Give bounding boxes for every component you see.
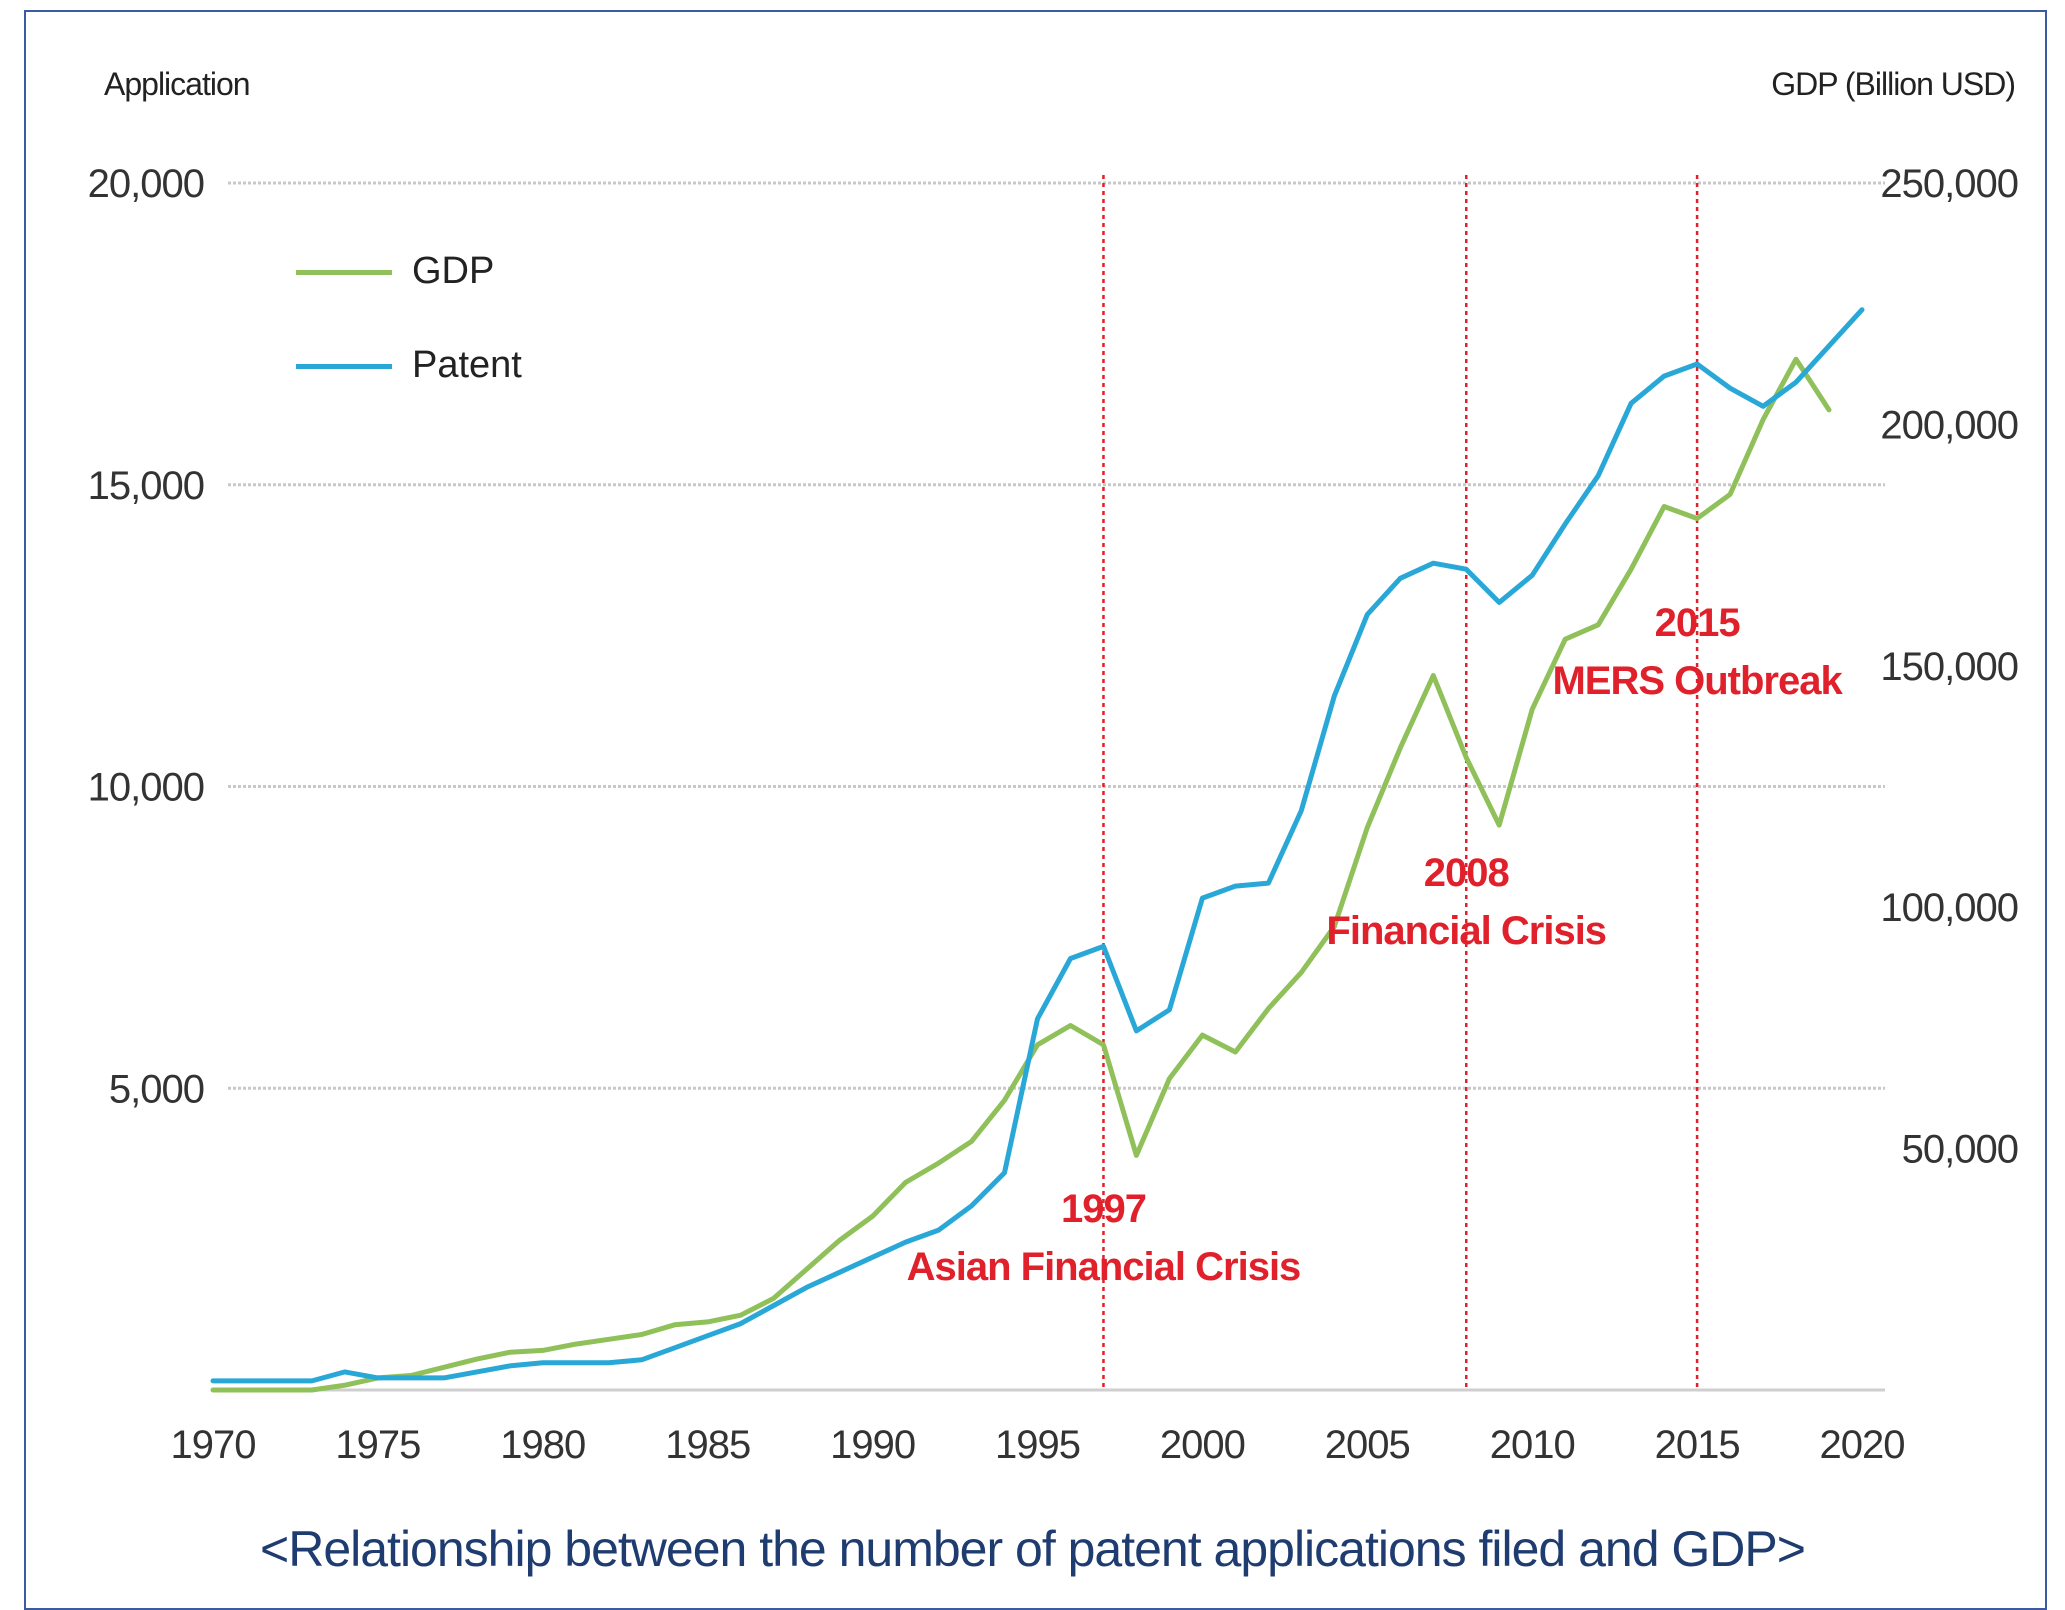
x-tick-label: 2020 (1820, 1423, 1905, 1467)
legend-label-patent: Patent (412, 344, 522, 386)
y-right-tick-label: 200,000 (1880, 403, 2018, 447)
crisis-label-2008: Financial Crisis (1326, 909, 1606, 953)
x-tick-label: 1970 (171, 1423, 256, 1467)
legend-swatch-gdp (296, 270, 392, 275)
y-left-tick-label: 15,000 (88, 464, 204, 508)
y-right-axis-title: GDP (Billion USD) (1771, 66, 2016, 102)
x-tick-label: 2015 (1655, 1423, 1740, 1467)
legend-label-gdp: GDP (412, 250, 495, 292)
x-tick-label: 2000 (1160, 1423, 1245, 1467)
crisis-year-1997: 1997 (1061, 1187, 1146, 1231)
y-left-tick-label: 20,000 (88, 162, 204, 206)
crisis-year-2008: 2008 (1424, 851, 1510, 895)
chart-caption: <Relationship between the number of pate… (260, 1521, 1806, 1577)
series-layer (210, 307, 1865, 1393)
y-right-tick-label: 50,000 (1902, 1128, 2018, 1172)
y-left-axis-title: Application (104, 66, 251, 102)
series-line-patent (210, 307, 1865, 1384)
crisis-year-2015: 2015 (1655, 601, 1741, 645)
y-left-tick-label: 5,000 (109, 1067, 204, 1111)
tick-layer: 5,000 10,000 15,000 20,000 50,000 100,000 150,… (88, 162, 2019, 1467)
series-line-gdp (210, 356, 1832, 1393)
x-tick-label: 1980 (500, 1423, 585, 1467)
chart-frame (24, 10, 2047, 1610)
y-right-tick-label: 150,000 (1880, 645, 2018, 689)
x-tick-label: 2010 (1490, 1423, 1575, 1467)
x-tick-label: 1990 (830, 1423, 915, 1467)
crisis-label-2015: MERS Outbreak (1552, 659, 1843, 703)
annotation-labels: 1997 Asian Financial Crisis 2008 Financial … (907, 601, 1845, 1289)
x-tick-label: 1985 (665, 1423, 750, 1467)
x-tick-label: 1995 (995, 1423, 1080, 1467)
crisis-label-1997: Asian Financial Crisis (907, 1245, 1301, 1289)
legend-swatch-patent (296, 364, 392, 369)
x-tick-label: 1975 (335, 1423, 420, 1467)
y-right-tick-label: 100,000 (1880, 886, 2018, 930)
grid-layer (213, 181, 1885, 1392)
x-tick-label: 2005 (1325, 1423, 1410, 1467)
y-right-tick-label: 250,000 (1880, 162, 2018, 206)
y-left-tick-label: 10,000 (88, 766, 204, 810)
annotation-lines (1102, 175, 1699, 1390)
